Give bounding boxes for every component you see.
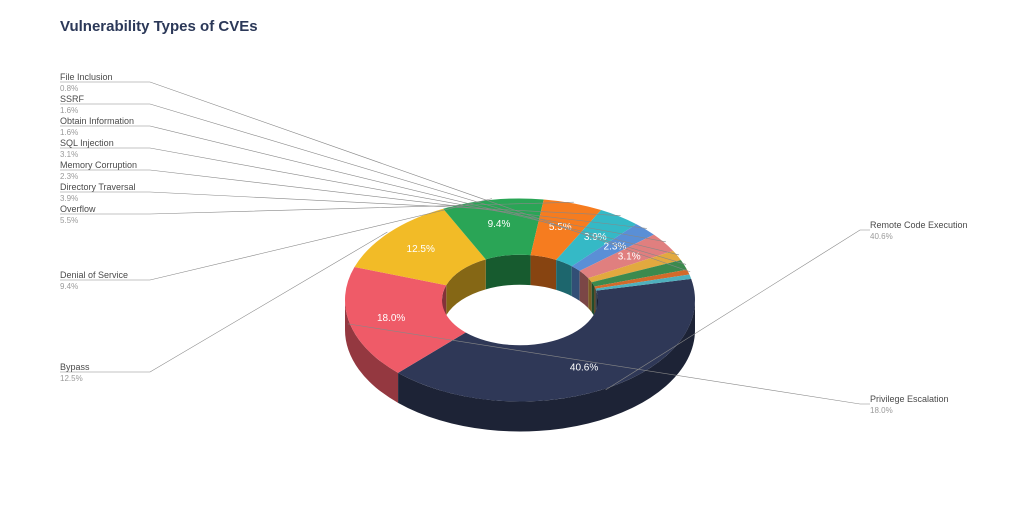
label-2: Bypass <box>60 362 90 372</box>
label-sub-10: 0.8% <box>60 84 78 93</box>
label-5: Directory Traversal <box>60 182 136 192</box>
label-3: Denial of Service <box>60 270 128 280</box>
leader-2 <box>60 232 387 372</box>
donut-chart: 40.6% 18.0% 12.5% 9.4% 5.5% 3.9% 2.3% 3.1% File … <box>0 0 1024 532</box>
pct-label-0: 40.6% <box>570 362 598 373</box>
label-8: Obtain Information <box>60 116 134 126</box>
label-sub-3: 9.4% <box>60 282 78 291</box>
label-sub-0: 40.6% <box>870 232 893 241</box>
label-1: Privilege Escalation <box>870 394 949 404</box>
label-0: Remote Code Execution <box>870 220 968 230</box>
label-sub-1: 18.0% <box>870 406 893 415</box>
label-sub-8: 1.6% <box>60 128 78 137</box>
pct-label-3: 9.4% <box>488 219 511 230</box>
label-sub-5: 3.9% <box>60 194 78 203</box>
label-6: Memory Corruption <box>60 160 137 170</box>
pct-label-2: 12.5% <box>407 244 435 255</box>
label-4: Overflow <box>60 204 96 214</box>
label-sub-2: 12.5% <box>60 374 83 383</box>
label-7: SQL Injection <box>60 138 114 148</box>
label-9: SSRF <box>60 94 85 104</box>
pct-label-1: 18.0% <box>377 313 405 324</box>
label-sub-4: 5.5% <box>60 216 78 225</box>
label-sub-7: 3.1% <box>60 150 78 159</box>
label-10: File Inclusion <box>60 72 113 82</box>
label-sub-9: 1.6% <box>60 106 78 115</box>
label-sub-6: 2.3% <box>60 172 78 181</box>
